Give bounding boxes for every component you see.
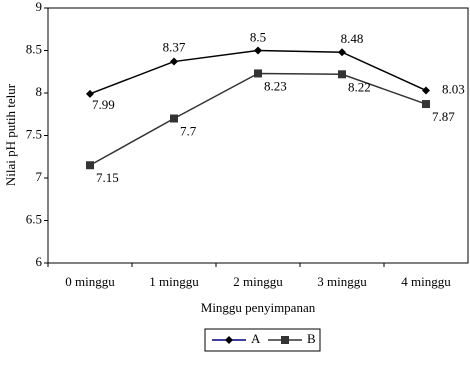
y-axis-title: Nilai pH putih telur: [3, 83, 18, 186]
marker: [422, 100, 430, 109]
x-tick-label: 0 minggu: [65, 274, 115, 289]
legend-label: A: [251, 331, 261, 346]
x-tick-label: 1 minggu: [149, 274, 199, 289]
data-label: 7.99: [92, 97, 115, 112]
marker: [338, 48, 346, 57]
marker: [254, 46, 262, 55]
marker: [86, 161, 94, 170]
y-tick-label: 8: [36, 84, 43, 99]
marker: [422, 86, 430, 95]
x-tick-label: 2 minggu: [233, 274, 283, 289]
y-tick-label: 7: [36, 169, 43, 184]
data-label: 8.03: [442, 81, 465, 96]
marker: [170, 57, 178, 66]
x-tick-label: 3 minggu: [317, 274, 367, 289]
legend-label: B: [307, 331, 316, 346]
x-tick-label: 4 minggu: [401, 274, 451, 289]
y-tick-label: 6.5: [26, 211, 42, 226]
data-label: 8.5: [250, 29, 266, 44]
data-label: 7.15: [96, 170, 119, 185]
y-tick-label: 7.5: [26, 126, 42, 141]
data-label: 7.7: [180, 123, 197, 138]
marker: [225, 336, 233, 344]
data-label: 7.87: [432, 109, 455, 124]
x-axis-title: Minggu penyimpanan: [201, 300, 316, 315]
data-label: 8.22: [348, 79, 371, 94]
y-tick-label: 9: [36, 0, 43, 14]
plot-frame: [47, 7, 469, 264]
marker: [254, 69, 262, 78]
y-tick-label: 6: [36, 254, 43, 269]
marker: [281, 336, 289, 344]
marker: [338, 70, 346, 79]
data-label: 8.23: [264, 78, 287, 93]
series-line: [89, 72, 427, 166]
legend-box: [204, 328, 321, 352]
data-label: 8.37: [163, 40, 186, 55]
data-label: 8.48: [341, 31, 364, 46]
marker: [86, 89, 94, 98]
y-tick-label: 8.5: [26, 41, 42, 56]
marker: [170, 114, 178, 123]
